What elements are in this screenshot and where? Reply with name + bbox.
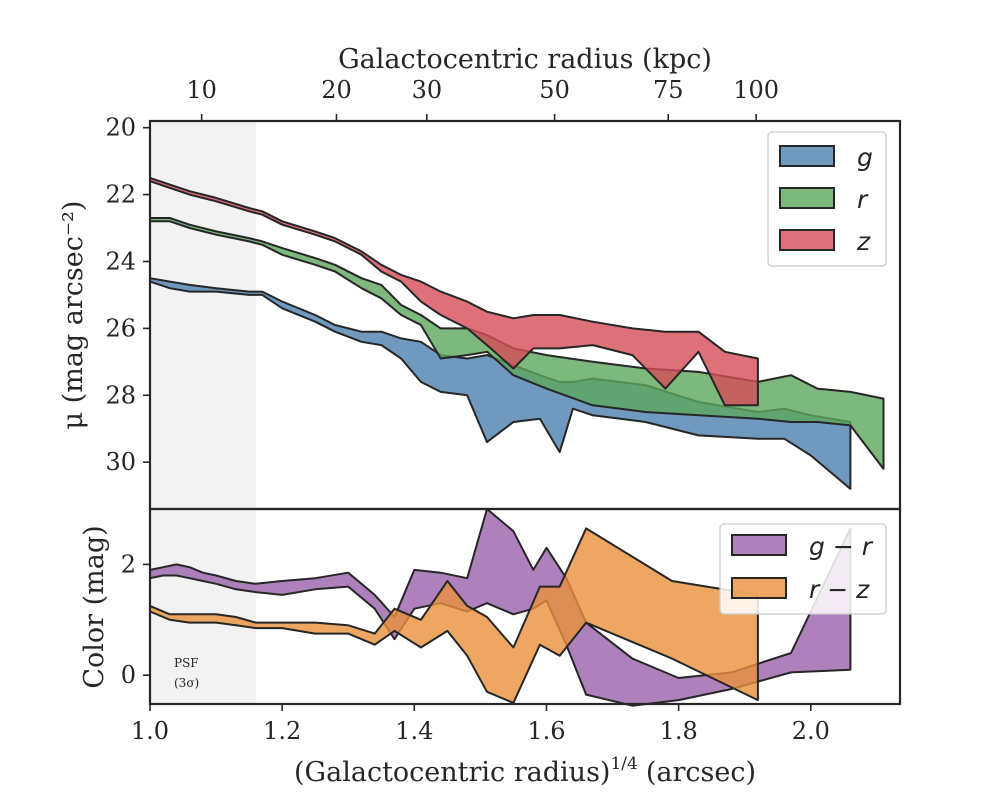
x-axis-title-unit: (arcsec) <box>646 757 756 788</box>
psf-shaded-region-bottom <box>150 509 256 704</box>
top-y-ticks: 20 22 24 26 28 30 <box>105 114 150 476</box>
top-y-tick-label: 24 <box>105 247 136 275</box>
band-g-r <box>149 508 852 707</box>
bottom-x-tick-label: 2.0 <box>792 717 830 745</box>
x-axis-title-exponent: 1/4 <box>610 754 637 774</box>
legend-swatch-z <box>779 229 835 251</box>
top-y-tick-label: 28 <box>105 381 136 409</box>
top-y-tick-label: 26 <box>105 314 136 342</box>
legend-label-g: g <box>857 143 873 172</box>
x-axis-title-main: (Galactocentric radius) <box>294 757 610 788</box>
top-secondary-x-ticks: 10 20 30 50 75 100 <box>186 76 779 121</box>
legend-label-g-r: g − r <box>809 532 874 561</box>
top-y-tick-label: 30 <box>105 448 136 476</box>
top-x2-tick-label: 30 <box>412 76 443 104</box>
bottom-y-tick-label: 2 <box>121 550 136 578</box>
bottom-x-axis-title: (Galactocentric radius)1/4 (arcsec) <box>294 754 756 788</box>
top-y-axis-title: μ (mag arcsec⁻²) <box>58 201 89 430</box>
bottom-panel-frame <box>148 507 902 706</box>
band-z <box>149 176 759 407</box>
top-x2-tick-label: 10 <box>186 76 217 104</box>
bottom-y-tick-label: 0 <box>121 661 136 689</box>
bottom-x-tick-label: 1.0 <box>131 717 169 745</box>
bottom-y-axis-title: Color (mag) <box>79 525 110 688</box>
top-panel: 20 22 24 26 28 30 10 20 30 50 75 100 Galactocentri… <box>58 44 902 511</box>
bottom-legend: g − r r − z <box>719 523 887 615</box>
bottom-bands <box>149 508 852 707</box>
legend-label-z: z <box>856 227 871 256</box>
bottom-panel: 02 1.0 1.2 1.4 1.6 1.8 2.0 PSF (3σ) Color (ma… <box>79 507 902 788</box>
legend-swatch-g <box>779 145 835 167</box>
bottom-y-ticks: 02 <box>121 550 150 689</box>
bottom-x-tick-label: 1.4 <box>395 717 433 745</box>
psf-annotation-line2: (3σ) <box>174 676 199 690</box>
legend-label-r-z: r − z <box>809 575 870 604</box>
bottom-x-tick-label: 1.2 <box>263 717 301 745</box>
top-x2-tick-label: 20 <box>321 76 352 104</box>
band-r <box>149 217 885 470</box>
top-x2-tick-label: 100 <box>733 76 779 104</box>
top-x2-tick-label: 50 <box>539 76 570 104</box>
top-legend: grz <box>767 131 887 267</box>
band-r-z <box>149 527 759 704</box>
psf-shaded-region-top <box>150 121 256 509</box>
legend-swatch-g-r <box>731 534 787 556</box>
bottom-x-tick-label: 1.6 <box>527 717 565 745</box>
legend-label-r: r <box>857 185 869 214</box>
psf-annotation-line1: PSF <box>174 656 199 670</box>
top-bands <box>149 176 885 490</box>
legend-swatch-r <box>779 187 835 209</box>
top-x2-tick-label: 75 <box>653 76 684 104</box>
top-y-tick-label: 20 <box>105 114 136 142</box>
top-secondary-x-axis-title: Galactocentric radius (kpc) <box>338 44 712 75</box>
band-g <box>149 277 852 490</box>
bottom-x-ticks: 1.0 1.2 1.4 1.6 1.8 2.0 <box>131 704 830 745</box>
bottom-x-tick-label: 1.8 <box>660 717 698 745</box>
top-y-tick-label: 22 <box>105 181 136 209</box>
legend-swatch-r-z <box>731 577 787 599</box>
